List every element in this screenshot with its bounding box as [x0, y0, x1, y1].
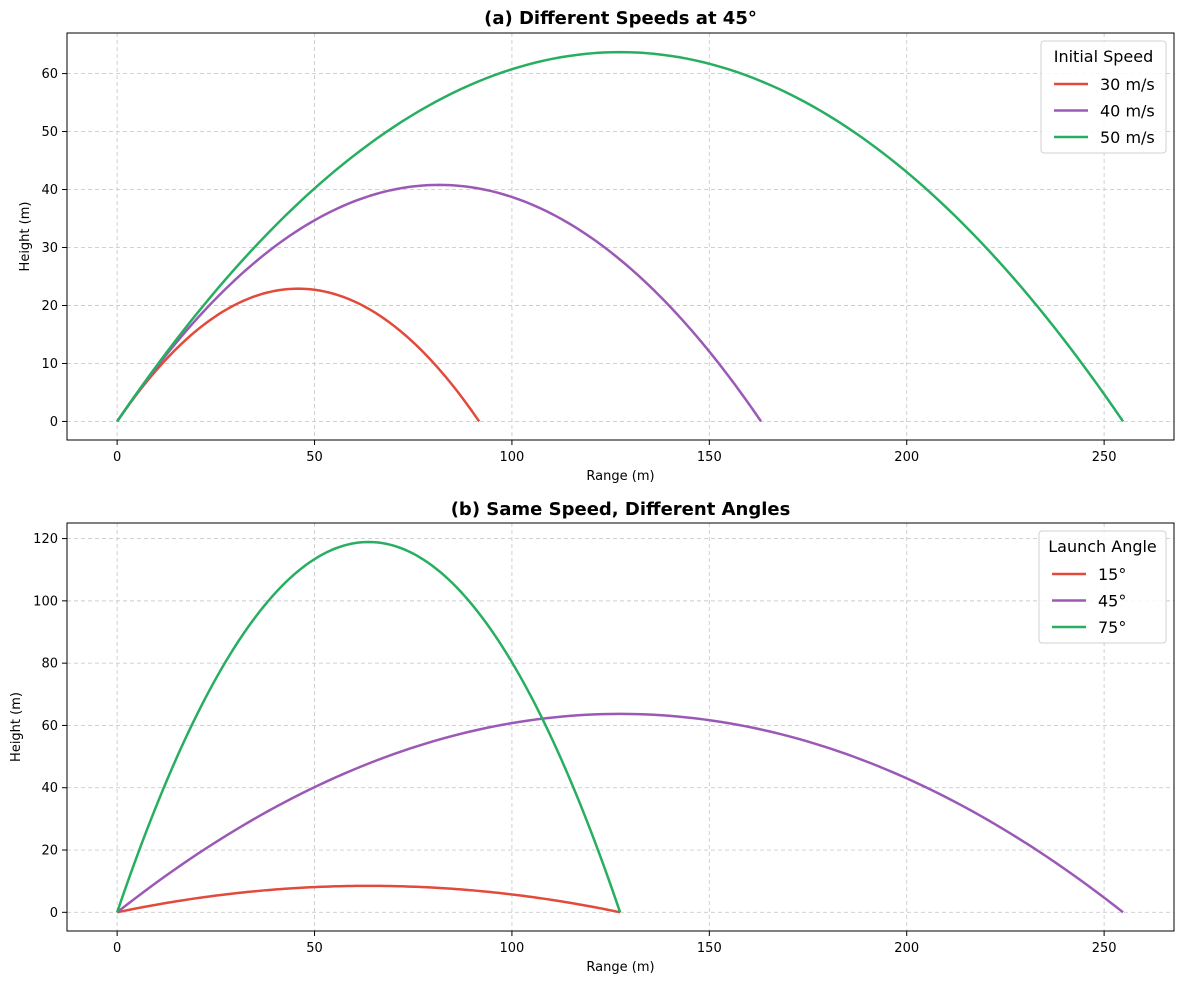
x-tick-label: 200 [894, 450, 919, 465]
x-tick-label: 150 [697, 450, 722, 465]
legend-label-1: 30 m/s [1100, 75, 1155, 94]
x-tick-label: 250 [1092, 450, 1117, 465]
y-tick-label: 100 [33, 594, 58, 609]
x-tick-label: 200 [894, 941, 919, 956]
y-tick-label: 20 [41, 844, 58, 859]
y-tick-label: 40 [41, 183, 58, 198]
series-line-1 [116, 287, 481, 423]
chart-title: (a) Different Speeds at 45° [484, 8, 757, 29]
legend-label-3: 50 m/s [1100, 128, 1155, 147]
x-tick-label: 50 [306, 450, 323, 465]
plot-frame [66, 522, 1175, 932]
legend-label-2: 40 m/s [1100, 102, 1155, 121]
legend-box [1038, 530, 1167, 644]
y-tick-label: 60 [41, 67, 58, 82]
x-axis-label: Range (m) [586, 469, 654, 484]
y-tick-label: 80 [41, 657, 58, 672]
y-tick-label: 0 [50, 415, 58, 430]
y-axis-label: Height (m) [18, 202, 33, 272]
legend-label-1: 15° [1098, 565, 1126, 584]
x-tick-label: 150 [697, 941, 722, 956]
x-tick-label: 100 [500, 450, 525, 465]
y-tick-label: 60 [41, 719, 58, 734]
y-tick-label: 20 [41, 299, 58, 314]
legend-title: Initial Speed [1054, 47, 1154, 66]
legend-box [1040, 40, 1167, 154]
x-axis-label: Range (m) [586, 960, 654, 975]
x-tick-label: 100 [500, 941, 525, 956]
y-axis-label: Height (m) [9, 692, 24, 762]
legend: Initial Speed 30 m/s 40 m/s 50 m/s [1040, 40, 1167, 154]
legend-label-3: 75° [1098, 618, 1126, 637]
plot-frame [66, 32, 1175, 441]
y-tick-label: 30 [41, 241, 58, 256]
series-line-2 [116, 712, 1124, 914]
legend: Launch Angle 15° 45° 75° [1038, 530, 1167, 644]
x-tick-label: 0 [113, 941, 121, 956]
series-line-2 [116, 183, 763, 423]
chart-panel-a: 0 50 100 150 200 250 0 10 20 30 40 50 60 (a) Differen… [18, 8, 1175, 484]
x-tick-label: 0 [113, 450, 121, 465]
y-tick-label: 120 [33, 532, 58, 547]
x-tick-label: 250 [1092, 941, 1117, 956]
y-tick-label: 10 [41, 357, 58, 372]
legend-label-2: 45° [1098, 592, 1126, 611]
chart-panel-b: 0 50 100 150 200 250 0 20 40 60 80 100 120 (b) Same S… [9, 499, 1175, 975]
chart-title: (b) Same Speed, Different Angles [451, 499, 791, 520]
y-tick-label: 40 [41, 781, 58, 796]
y-tick-label: 50 [41, 125, 58, 140]
x-tick-label: 50 [306, 941, 323, 956]
series-line-3 [115, 540, 622, 913]
series-line-3 [116, 50, 1125, 423]
y-tick-label: 0 [50, 906, 58, 921]
series-line-1 [116, 884, 621, 914]
legend-title: Launch Angle [1048, 537, 1157, 556]
